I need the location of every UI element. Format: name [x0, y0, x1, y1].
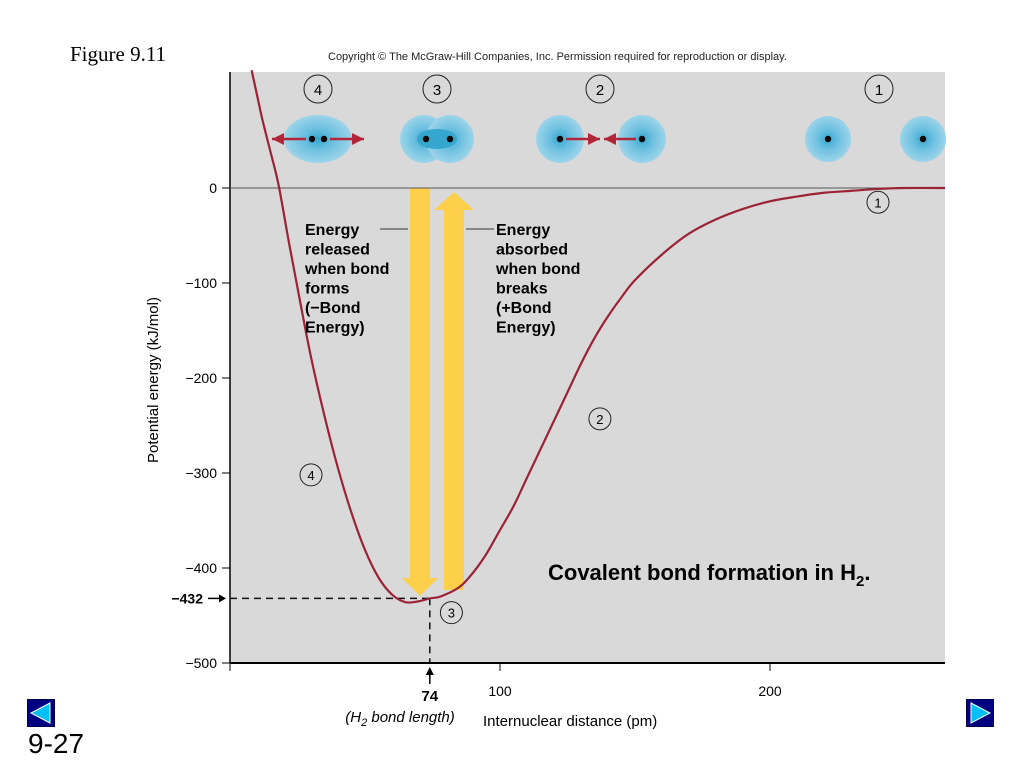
plot-area [230, 72, 945, 663]
y-axis-label: Potential energy (kJ/mol) [145, 297, 162, 463]
molecule-4-arrow-right-head [352, 133, 364, 145]
point-marker-3 [439, 601, 463, 625]
slide-number: 9-27 [28, 728, 85, 759]
nucleus [320, 135, 328, 143]
x-axis-label: Internuclear distance (pm) [483, 713, 657, 730]
y-tick-label: 0 [209, 180, 217, 196]
molecule-2-arrow-right-head [588, 133, 600, 145]
bond-absorbed-text: Energy) [496, 320, 556, 337]
molecule-4-arrow-left-head [272, 133, 284, 145]
nucleus [422, 135, 430, 143]
chart-title: Covalent bond formation in H2. [548, 560, 870, 590]
point-label-3: 3 [448, 606, 455, 621]
nucleus [638, 135, 646, 143]
y-tick-label: −300 [185, 465, 217, 481]
y-tick-label: −500 [185, 655, 217, 671]
label-layer: 1 2 3 4 Energy released when bond forms (−Bond En… [299, 190, 890, 625]
nucleus [446, 135, 454, 143]
bond-released-text: when bond [304, 261, 389, 278]
y-tick-label: −400 [185, 560, 217, 576]
y-tick-label: −100 [185, 275, 217, 291]
triangle-left-icon [29, 702, 51, 724]
axes: 0 −100 −200 −300 −400 −500 100 200 Internuclear … [145, 72, 945, 730]
bond-length-caption: (H2 bond length) [345, 709, 455, 729]
nucleus [308, 135, 316, 143]
min-energy-label: −432 [171, 590, 203, 606]
molecule-2-arrow-left-head [604, 133, 616, 145]
molecule-badge-4 [303, 74, 333, 104]
point-marker-4 [299, 463, 323, 487]
point-label-1: 1 [874, 195, 881, 210]
molecule-badge-label-4: 4 [314, 82, 322, 99]
molecule-badge-label-2: 2 [596, 82, 604, 99]
bond-absorbed-arrow [434, 192, 474, 590]
potential-energy-curve [250, 69, 945, 604]
point-marker-1 [866, 190, 890, 214]
bond-released-text: released [305, 242, 370, 259]
point-label-2: 2 [596, 412, 603, 427]
molecule-layer: 4 3 2 1 [272, 74, 946, 163]
x-tick-label: 200 [758, 683, 782, 699]
min-energy-pointer-head [219, 594, 226, 603]
bond-absorbed-text: (+Bond [496, 300, 552, 317]
bond-absorbed-text: when bond [495, 261, 580, 278]
molecule-badge-3 [422, 74, 452, 104]
curve-layer [250, 69, 945, 604]
figure-label: Figure 9.11 [70, 42, 167, 66]
molecule-4-cloud [284, 115, 352, 163]
copyright-notice: Copyright © The McGraw-Hill Companies, I… [328, 51, 787, 63]
bond-absorbed-text: breaks [496, 281, 548, 298]
y-tick-label: −200 [185, 370, 217, 386]
molecule-badge-2 [585, 74, 615, 104]
bond-released-text: Energy [305, 222, 359, 239]
energy-arrows [402, 188, 474, 596]
bond-released-text: (−Bond [305, 300, 361, 317]
molecule-badge-label-1: 1 [875, 82, 883, 99]
bond-length-value: 74 [421, 688, 438, 705]
molecule-badge-1 [864, 74, 894, 104]
nucleus [556, 135, 564, 143]
bond-released-text: Energy) [305, 320, 365, 337]
nucleus [919, 135, 927, 143]
nucleus [824, 135, 832, 143]
molecule-badge-label-3: 3 [433, 82, 441, 99]
bond-released-text: forms [305, 281, 350, 298]
bond-absorbed-text: absorbed [496, 242, 568, 259]
molecule-3-overlap [417, 129, 457, 149]
bond-released-arrow [402, 188, 438, 596]
bond-length-pointer-head [425, 667, 434, 675]
x-tick-label: 100 [488, 683, 512, 699]
point-label-4: 4 [307, 468, 314, 483]
triangle-right-icon [970, 702, 992, 724]
next-slide-button[interactable] [966, 699, 994, 727]
previous-slide-button[interactable] [27, 699, 55, 727]
point-marker-2 [588, 407, 612, 431]
bond-absorbed-text: Energy [496, 222, 550, 239]
